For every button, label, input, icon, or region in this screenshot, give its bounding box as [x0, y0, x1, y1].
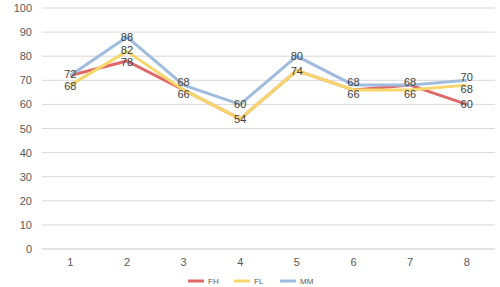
series-line — [70, 61, 466, 119]
grid-line — [42, 200, 495, 201]
y-tick-label: 10 — [20, 219, 32, 231]
grid-line — [42, 249, 495, 250]
legend-label: MM — [300, 277, 314, 286]
y-tick-label: 50 — [20, 123, 32, 135]
data-label: 68 — [64, 80, 76, 92]
y-tick-label: 100 — [14, 2, 32, 14]
data-label: 60 — [234, 98, 246, 110]
legend-swatch — [234, 280, 250, 283]
x-tick-label: 5 — [294, 256, 300, 268]
data-label: 70 — [461, 71, 473, 83]
data-label: 68 — [347, 76, 359, 88]
data-label: 54 — [234, 113, 246, 125]
y-tick-label: 30 — [20, 171, 32, 183]
x-tick-label: 6 — [350, 256, 356, 268]
x-tick-label: 2 — [124, 256, 130, 268]
data-label: 88 — [121, 31, 133, 43]
data-label: 74 — [291, 65, 303, 77]
legend-swatch — [188, 280, 204, 283]
series-group — [70, 37, 466, 119]
grid-line — [42, 56, 495, 57]
x-tick-label: 3 — [181, 256, 187, 268]
data-label: 80 — [291, 50, 303, 62]
y-tick-label: 90 — [20, 26, 32, 38]
data-label: 60 — [461, 98, 473, 110]
grid-line — [42, 224, 495, 225]
legend-swatch — [280, 280, 296, 283]
grid-line — [42, 128, 495, 129]
y-tick-label: 60 — [20, 98, 32, 110]
legend-label: FL — [254, 277, 264, 286]
series-line — [70, 37, 466, 104]
x-tick-label: 1 — [67, 256, 73, 268]
y-tick-label: 40 — [20, 147, 32, 159]
x-tick-label: 7 — [407, 256, 413, 268]
data-label: 68 — [404, 76, 416, 88]
y-tick-label: 80 — [20, 50, 32, 62]
data-label: 82 — [121, 44, 133, 56]
legend-label: FH — [208, 277, 219, 286]
grid-line — [42, 104, 495, 105]
data-label: 66 — [347, 88, 359, 100]
x-axis-line — [42, 249, 495, 250]
grid-line — [42, 8, 495, 9]
data-label: 68 — [461, 83, 473, 95]
data-label: 78 — [121, 56, 133, 68]
x-tick-label: 4 — [237, 256, 243, 268]
x-tick-label: 8 — [464, 256, 470, 268]
grid-line — [42, 32, 495, 33]
grid-line — [42, 176, 495, 177]
grid-line — [42, 152, 495, 153]
data-label: 66 — [177, 88, 189, 100]
y-tick-label: 70 — [20, 74, 32, 86]
series-line — [70, 51, 466, 118]
chart: 0102030405060708090100123456787268888278… — [0, 0, 500, 287]
data-label: 66 — [404, 88, 416, 100]
data-label: 72 — [64, 68, 76, 80]
y-tick-label: 0 — [26, 243, 32, 255]
data-label: 68 — [177, 76, 189, 88]
y-tick-label: 20 — [20, 195, 32, 207]
